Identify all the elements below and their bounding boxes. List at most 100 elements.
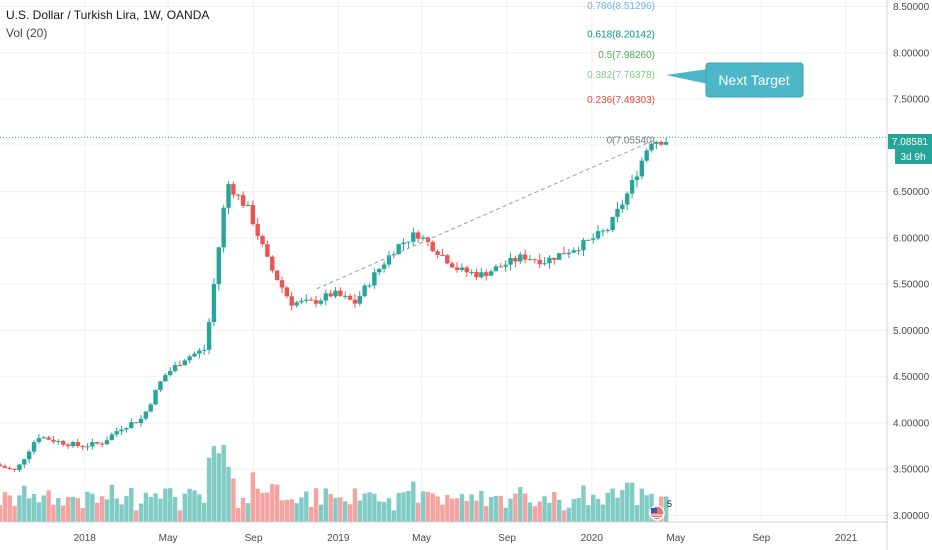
fib-level-label[interactable]: 0.618(8.20142) — [587, 30, 655, 41]
volume-bar — [313, 488, 319, 522]
volume-bar — [138, 503, 144, 522]
fib-level-label[interactable]: 0.236(7.49303) — [587, 95, 655, 106]
candle-body — [610, 216, 615, 231]
volume-bar — [172, 497, 178, 522]
candle-body — [216, 247, 221, 285]
candle-body — [445, 255, 450, 264]
volume-bar — [177, 510, 183, 522]
time-tick-label: 2021 — [835, 533, 858, 544]
candle-body — [187, 356, 192, 361]
volume-bar — [381, 501, 387, 522]
volume-indicator-label[interactable]: Vol (20) — [6, 26, 48, 40]
candle-body — [576, 250, 581, 252]
candle-body — [634, 176, 640, 181]
volume-bar — [124, 496, 129, 522]
candle-body — [605, 230, 610, 232]
candle-body — [236, 194, 241, 196]
time-tick-label: May — [412, 533, 431, 544]
candle-body — [226, 184, 231, 208]
volume-bar — [586, 505, 591, 522]
volume-bar — [114, 498, 119, 522]
candle-body — [518, 254, 523, 262]
candle-body — [90, 442, 95, 447]
candle-body — [99, 443, 105, 445]
volume-bar — [343, 501, 348, 522]
volume-bar — [420, 491, 426, 522]
candle-body — [479, 272, 484, 278]
candle-body — [265, 244, 270, 257]
symbol-title[interactable]: U.S. Dollar / Turkish Lira, 1W, OANDA — [6, 8, 210, 22]
candle-body — [488, 271, 494, 276]
volume-bar — [211, 446, 217, 522]
volume-bar — [610, 488, 615, 522]
candle-body — [182, 360, 187, 366]
candle-body — [197, 350, 202, 354]
candle-body — [620, 204, 625, 209]
volume-bar — [260, 492, 265, 522]
volume-bar — [289, 499, 294, 522]
fib-level-label[interactable]: 0(7.05540) — [607, 136, 655, 147]
candle-body — [552, 257, 557, 260]
candle-body — [556, 253, 562, 260]
volume-bar — [474, 500, 479, 522]
volume-bar — [595, 499, 601, 522]
candle-body — [65, 444, 71, 447]
volume-bar — [372, 493, 377, 522]
volume-bar — [644, 495, 649, 522]
volume-bar — [299, 497, 304, 522]
trend-line[interactable] — [316, 139, 656, 290]
candle-body — [202, 349, 207, 351]
candle-body — [231, 184, 236, 195]
volume-bar — [182, 493, 187, 522]
candle-body — [0, 464, 3, 467]
economic-event-badge[interactable]: 5 — [649, 499, 672, 521]
volume-bar — [7, 495, 12, 522]
candle-body — [270, 256, 275, 271]
candle-body — [440, 254, 445, 256]
candle-body — [654, 141, 659, 144]
price-axis[interactable]: 8.500008.000007.500007.000006.500006.000… — [886, 0, 932, 550]
candle-body — [498, 266, 504, 268]
candle-body — [352, 299, 358, 304]
candle-body — [629, 180, 635, 194]
volume-bar — [542, 496, 547, 522]
candle-body — [75, 442, 80, 446]
candle-body — [119, 429, 124, 432]
volume-bar — [615, 497, 620, 522]
volume-bar — [401, 492, 406, 522]
candle-body — [659, 141, 664, 145]
volume-bar — [328, 493, 333, 522]
volume-bar — [571, 499, 576, 522]
time-axis[interactable]: 2018 May Sep 2019 May Sep 2020 May Sep 2021 — [0, 521, 887, 544]
fibonacci-levels: 0.786(8.51296) 0.618(8.20142) 0.5(7.98260)… — [587, 1, 655, 147]
volume-bar — [367, 492, 372, 522]
volume-bar — [629, 482, 635, 522]
candle-body — [513, 257, 518, 262]
candle-body — [464, 267, 469, 273]
volume-bar — [406, 490, 411, 522]
fib-level-label[interactable]: 0.786(8.51296) — [587, 1, 655, 12]
volume-bar — [158, 498, 163, 522]
candle-body — [381, 264, 387, 269]
candle-body — [615, 208, 620, 217]
candle-body — [328, 293, 333, 297]
candle-body — [143, 411, 149, 419]
price-tick-label: 5.50000 — [893, 280, 930, 291]
next-target-callout[interactable]: Next Target — [666, 62, 804, 98]
candle-body — [51, 439, 56, 442]
candle-body — [255, 224, 260, 236]
volume-bar — [294, 503, 299, 522]
price-tick-label: 6.00000 — [893, 233, 930, 244]
candle-body — [148, 404, 153, 412]
volume-bar — [576, 497, 581, 522]
volume-bar — [415, 502, 421, 522]
volume-bar — [484, 506, 489, 522]
last-price-badge: 7.08581 3d 9h — [888, 134, 932, 164]
candle-body — [600, 230, 606, 232]
fib-level-label[interactable]: 0.382(7.76378) — [587, 70, 655, 81]
candle-body — [542, 263, 547, 265]
fib-level-label[interactable]: 0.5(7.98260) — [598, 50, 655, 61]
volume-bar — [318, 504, 324, 522]
volume-bar — [46, 490, 51, 522]
